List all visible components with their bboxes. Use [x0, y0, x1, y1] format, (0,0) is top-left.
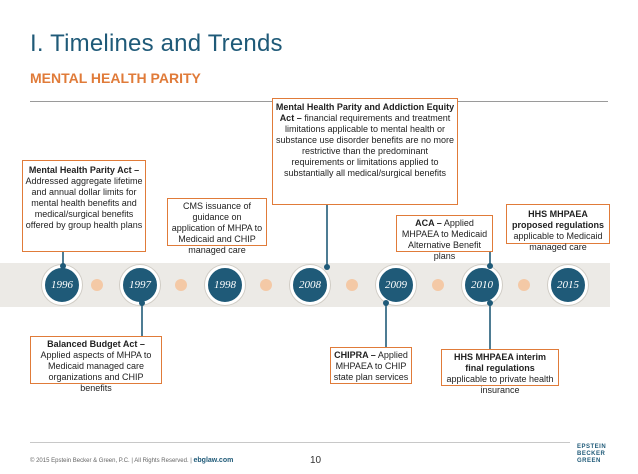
event-chipra-title: CHIPRA –	[334, 350, 376, 360]
connector-2009	[383, 300, 389, 347]
timeline-dot	[346, 279, 358, 291]
event-interim: HHS MHPAEA interim final regulations app…	[441, 349, 559, 395]
connector-2008	[324, 205, 330, 270]
event-bba-text: Applied aspects of MHPA to Medicaid mana…	[40, 350, 152, 393]
connector-2010	[487, 252, 493, 269]
event-mhpaea-text: financial requirements and treatment lim…	[275, 113, 455, 178]
year-node-2010: 2010	[462, 265, 502, 305]
event-bba: Balanced Budget Act – Applied aspects of…	[30, 336, 162, 393]
connector-1997	[139, 300, 145, 337]
footer-copyright: © 2015 Epstein Becker & Green, P.C. | Al…	[30, 457, 233, 464]
event-interim-title: HHS MHPAEA interim final regulations	[453, 352, 546, 373]
timeline-dot	[175, 279, 187, 291]
event-cms: CMS issuance of guidance on application …	[167, 198, 267, 255]
slide-title: I. Timelines and Trends	[30, 30, 283, 57]
connector-1996	[60, 252, 66, 269]
event-mhpa: Mental Health Parity Act – Addressed agg…	[22, 160, 146, 252]
timeline-dot	[260, 279, 272, 291]
logo-line: GREEN	[577, 458, 601, 464]
year-node-1998: 1998	[205, 265, 245, 305]
footer-divider	[30, 442, 570, 443]
year-node-1996: 1996	[42, 265, 82, 305]
event-mhpa-title: Mental Health Parity Act –	[28, 165, 140, 175]
event-mhpa-text: Addressed aggregate lifetime and annual …	[25, 176, 143, 230]
year-node-2008: 2008	[290, 265, 330, 305]
timeline-dot	[518, 279, 530, 291]
event-proposed-text: applicable to Medicaid managed care	[513, 231, 603, 252]
event-mhpaea-title: Mental Health Parity and Addiction Equit…	[275, 102, 455, 123]
event-aca: ACA – Applied MHPAEA to Medicaid Alterna…	[396, 215, 493, 261]
event-aca-text: Applied MHPAEA to Medicaid Alternative B…	[401, 218, 488, 261]
logo-line: BECKER	[577, 451, 606, 457]
slide-subtitle: MENTAL HEALTH PARITY	[30, 70, 201, 86]
logo-line: EPSTEIN	[577, 444, 607, 450]
timeline-dot	[91, 279, 103, 291]
event-bba-title: Balanced Budget Act –	[47, 339, 145, 349]
year-node-2009: 2009	[376, 265, 416, 305]
event-cms-text: CMS issuance of guidance on application …	[171, 201, 263, 255]
event-aca-title: ACA –	[415, 218, 442, 228]
year-node-1997: 1997	[120, 265, 160, 305]
connector-2010-b	[487, 300, 493, 349]
firm-logo: EPSTEIN BECKER GREEN	[577, 444, 607, 465]
event-chipra-text: Applied MHPAEA to CHIP state plan servic…	[333, 350, 409, 382]
event-proposed-title: HHS MHPAEA proposed regulations	[511, 209, 604, 230]
footer-site-link[interactable]: ebglaw.com	[193, 457, 234, 464]
copyright-text: © 2015 Epstein Becker & Green, P.C. | Al…	[30, 458, 192, 464]
event-chipra: CHIPRA – Applied MHPAEA to CHIP state pl…	[330, 347, 412, 384]
page-number: 10	[310, 455, 322, 466]
event-interim-text: applicable to private health insurance	[446, 374, 554, 395]
event-mhpaea: Mental Health Parity and Addiction Equit…	[272, 98, 458, 205]
event-proposed: HHS MHPAEA proposed regulations applicab…	[506, 204, 610, 252]
timeline-dot	[432, 279, 444, 291]
year-node-2015: 2015	[548, 265, 588, 305]
